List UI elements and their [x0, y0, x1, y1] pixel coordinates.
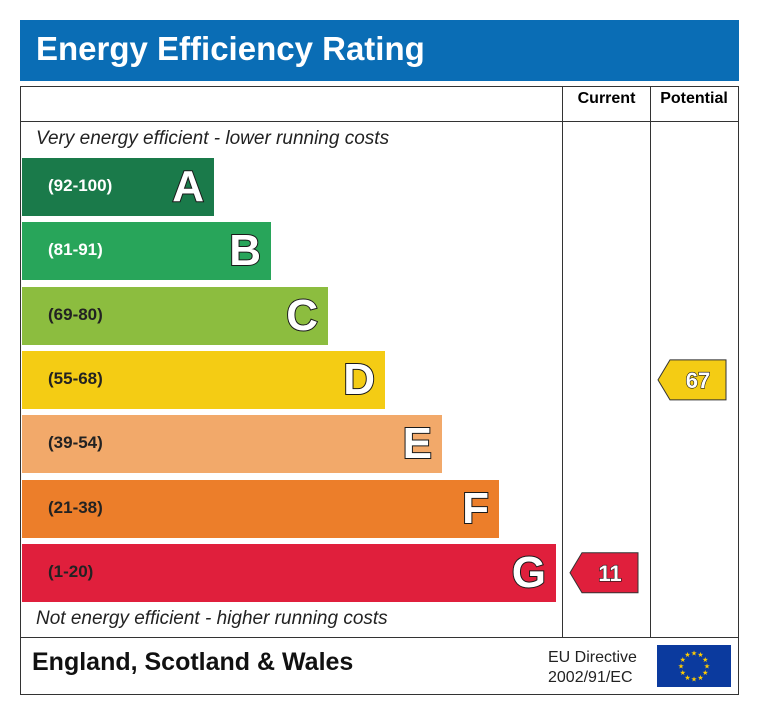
eu-directive-label: EU Directive 2002/91/EC	[548, 648, 637, 688]
band-e: (39-54) E	[22, 415, 442, 474]
eu-star-icon: ★	[704, 663, 710, 671]
band-b: (81-91) B	[22, 222, 271, 281]
current-rating-arrow-shape	[569, 552, 639, 594]
potential-rating-arrow-shape	[657, 359, 727, 401]
potential-column-divider	[650, 87, 651, 637]
band-range-label: (92-100)	[48, 176, 113, 195]
band-range-label: (55-68)	[48, 368, 103, 388]
eu-directive-line2: 2002/91/EC	[548, 669, 633, 686]
current-rating-arrow-value: 11	[598, 561, 621, 586]
current-column-divider	[562, 87, 563, 637]
band-a: (92-100) A	[22, 158, 214, 216]
band-range-label: (39-54)	[48, 433, 103, 453]
current-column-header: Current	[577, 90, 636, 107]
potential-rating-arrow: 67	[657, 359, 727, 401]
eu-star-icon: ★	[684, 651, 690, 659]
rating-frame	[20, 86, 739, 695]
band-f: (21-38) F	[22, 479, 499, 538]
eu-directive-line1: EU Directive	[548, 649, 637, 666]
band-c: (69-80) C	[22, 286, 328, 345]
band-range-label: (1-20)	[48, 561, 94, 581]
eu-star-icon: ★	[702, 656, 708, 664]
header-divider	[21, 121, 738, 122]
eu-star-icon: ★	[697, 674, 703, 682]
band-letter-label: D	[342, 354, 376, 405]
footer-divider	[21, 637, 738, 638]
eu-star-icon: ★	[697, 651, 703, 659]
eu-star-icon: ★	[680, 669, 686, 677]
region-label: England, Scotland & Wales	[32, 648, 354, 676]
band-letter-label: B	[228, 225, 262, 276]
band-letter-label: E	[402, 418, 433, 469]
band-letter-label: G	[511, 547, 547, 598]
potential-rating-arrow-value: 67	[686, 368, 710, 393]
eu-star-icon: ★	[680, 656, 686, 664]
title-bar: Energy Efficiency Rating	[20, 20, 739, 81]
band-range-label: (81-91)	[48, 240, 103, 260]
chart-title: Energy Efficiency Rating	[36, 30, 425, 67]
band-d: (55-68) D	[22, 350, 385, 409]
eu-star-icon: ★	[691, 676, 697, 684]
band-g: (1-20) G	[22, 543, 556, 602]
eu-star-icon: ★	[678, 663, 684, 671]
eu-star-icon: ★	[684, 674, 690, 682]
band-range-label: (21-38)	[48, 497, 103, 517]
eu-star-icon: ★	[702, 669, 708, 677]
band-range-label: (69-80)	[48, 304, 103, 324]
band-letter-label: A	[171, 161, 205, 212]
current-rating-arrow: 11	[569, 552, 639, 594]
potential-column-header: Potential	[660, 90, 728, 107]
band-letter-label: C	[285, 290, 319, 341]
bottom-efficiency-note: Not energy efficient - higher running co…	[36, 608, 388, 629]
eu-star-icon: ★	[691, 650, 697, 658]
band-letter-label: F	[461, 483, 490, 534]
eu-flag-icon: ★ ★ ★ ★ ★ ★ ★ ★ ★ ★ ★ ★	[657, 645, 731, 687]
top-efficiency-note: Very energy efficient - lower running co…	[36, 128, 390, 149]
